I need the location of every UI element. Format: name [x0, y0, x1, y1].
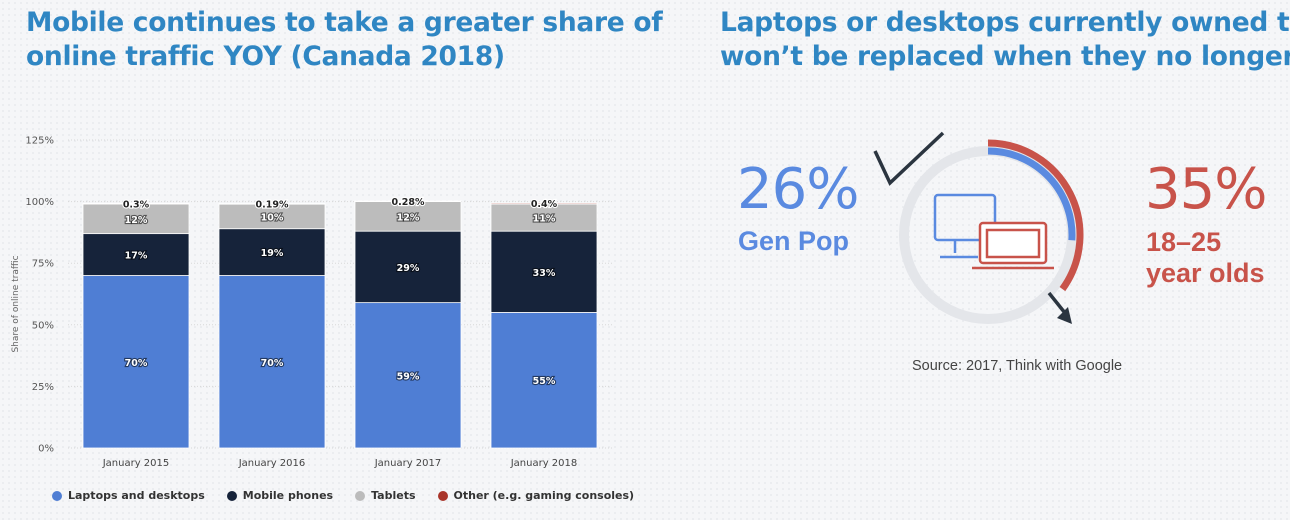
chart-title-line2: online traffic YOY (Canada 2018)	[26, 41, 505, 72]
arrow-head-icon	[1057, 307, 1072, 324]
infographic-title-line2: won’t be replaced when they no longer wo…	[720, 41, 1290, 72]
arrow-shaft	[1047, 291, 1067, 315]
young-adults-label-line1: 18–25	[1146, 227, 1222, 257]
y-tick-label: 50%	[32, 320, 54, 331]
bar-segment	[82, 202, 190, 205]
bar-value-label: 12%	[125, 215, 148, 226]
gen-pop-label: Gen Pop	[738, 226, 850, 256]
legend-label: Mobile phones	[242, 489, 334, 502]
young-adults-label-line2: year olds	[1146, 258, 1265, 288]
bar-value-label: 33%	[533, 268, 556, 279]
desktop-monitor-icon	[933, 193, 997, 259]
zigzag-arrow-tail	[873, 131, 945, 186]
infographic-title: Laptops or desktops currently owned that…	[720, 6, 1290, 74]
bar-value-label: 17%	[125, 251, 148, 262]
young-adults-arc	[987, 139, 1084, 292]
legend-marker	[52, 490, 62, 501]
device-ring-graphic	[873, 131, 1084, 324]
bar-segment	[354, 302, 462, 449]
legend-marker	[226, 490, 237, 501]
bar-value-label: 19%	[261, 248, 284, 259]
gen-pop-arc	[987, 147, 1076, 241]
bar-value-label: 70%	[125, 358, 148, 369]
bar-value-label: 70%	[261, 358, 284, 369]
legend-item[interactable]: Mobile phones	[226, 489, 334, 502]
bar-segment	[218, 228, 326, 276]
bar-value-label: 12%	[397, 212, 420, 223]
y-tick-label: 0%	[38, 444, 54, 455]
bar-segment	[490, 202, 598, 205]
y-tick-label: 75%	[32, 259, 54, 270]
young-adults-label: 18–25 year olds	[1146, 227, 1286, 289]
bar-segment	[82, 275, 190, 449]
x-tick-label: January 2015	[102, 458, 170, 469]
laptop-icon	[972, 221, 1054, 270]
chart-title: Mobile continues to take a greater share…	[26, 6, 663, 74]
bar-value-label: 11%	[533, 214, 556, 225]
bar-value-label: 0.28%	[392, 197, 425, 208]
bar-value-label: 10%	[261, 212, 284, 223]
bar-segment	[218, 275, 326, 449]
y-tick-label: 100%	[25, 197, 54, 208]
y-axis-label: Share of online traffic	[11, 255, 21, 352]
bar-segment	[82, 233, 190, 276]
gen-pop-percentage: 26%	[737, 157, 859, 222]
bar-segment	[490, 203, 598, 232]
bar-value-label: 0.3%	[123, 199, 150, 210]
bar-value-label: 59%	[397, 371, 420, 382]
x-tick-label: January 2018	[510, 458, 578, 469]
legend-label: Tablets	[371, 489, 416, 502]
chart-legend: Laptops and desktops Mobile phones Tablets…	[52, 489, 634, 502]
chart-title-line1: Mobile continues to take a greater share…	[26, 7, 663, 38]
legend-marker	[355, 490, 366, 501]
y-tick-label: 25%	[32, 382, 54, 393]
bar-value-label: 0.19%	[256, 200, 289, 211]
y-tick-label: 125%	[25, 136, 54, 147]
bar-value-label: 55%	[533, 376, 556, 387]
bar-value-label: 0.4%	[531, 199, 558, 210]
legend-item[interactable]: Other (e.g. gaming consoles)	[437, 489, 635, 502]
legend-marker	[437, 490, 448, 501]
legend-label: Other (e.g. gaming consoles)	[453, 489, 635, 502]
bar-value-label: 29%	[397, 263, 420, 274]
bar-segment	[490, 312, 598, 449]
young-adults-percentage: 35%	[1145, 157, 1267, 222]
x-tick-label: January 2017	[374, 458, 442, 469]
legend-item[interactable]: Tablets	[355, 489, 416, 502]
bar-segment	[354, 200, 462, 202]
infographic-title-line1: Laptops or desktops currently owned that	[720, 7, 1290, 38]
x-tick-label: January 2016	[238, 458, 306, 469]
stacked-bar-chart: 0% 25% 50% 75% 100% 125% Share of online traff…	[11, 136, 612, 469]
legend-label: Laptops and desktops	[68, 489, 205, 502]
bar-segment	[218, 203, 326, 230]
legend-item[interactable]: Laptops and desktops	[52, 489, 205, 502]
bar-segment	[354, 230, 462, 304]
bar-segment	[218, 203, 326, 205]
source-note: Source: 2017, Think with Google	[912, 358, 1123, 374]
